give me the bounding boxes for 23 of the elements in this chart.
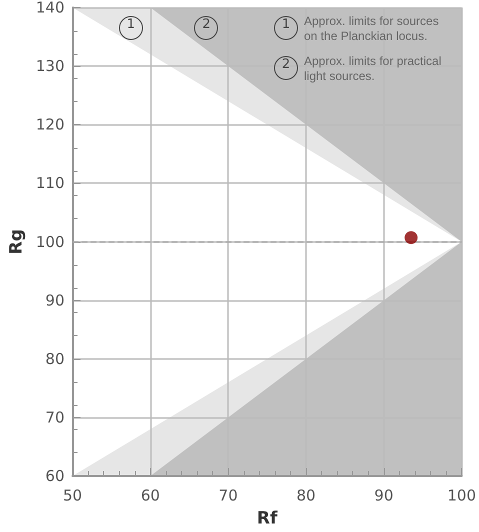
annotation: Approx. limits for sources on the Planckian locus.: [304, 14, 440, 44]
y-tick-label: 70: [45, 408, 65, 426]
y-tick-label: 100: [36, 232, 65, 251]
annotation: Approx. limits for practical light sources.: [304, 54, 442, 84]
y-tick-label: 120: [36, 116, 65, 134]
y-tick-label: 130: [36, 57, 65, 76]
x-tick-label: 60: [140, 486, 160, 504]
y-tick-label: 90: [45, 291, 65, 310]
y-tick-label: 140: [36, 0, 65, 16]
annotation: 1: [274, 16, 298, 40]
x-tick-label: 70: [218, 486, 238, 504]
annotation: 1: [118, 16, 143, 40]
x-axis-title: Rf: [256, 508, 278, 528]
y-tick-label: 80: [45, 350, 65, 368]
annotation: 2: [274, 56, 298, 80]
x-tick-label: 50: [62, 486, 82, 504]
x-tick-label: 100: [447, 486, 476, 504]
x-tick-label: 90: [374, 486, 394, 504]
annotation: 2: [194, 16, 218, 40]
y-tick-label: 60: [45, 467, 65, 485]
x-tick-label: 80: [296, 486, 316, 504]
y-axis-title: Rg: [6, 229, 26, 254]
y-tick-label: 110: [36, 174, 65, 192]
